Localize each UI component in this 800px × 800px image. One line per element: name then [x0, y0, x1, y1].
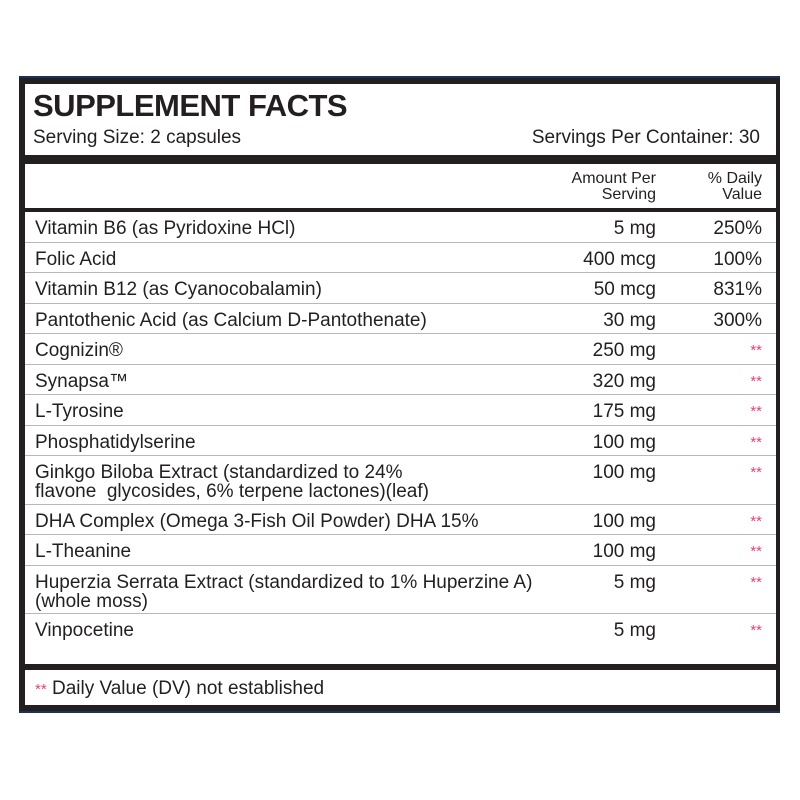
daily-value: ** [750, 512, 762, 530]
table-row: DHA Complex (Omega 3-Fish Oil Powder) DH… [25, 505, 776, 535]
table-row: Phosphatidylserine 100 mg ** [25, 426, 776, 456]
divider-footer [25, 664, 776, 670]
nutrient-name: Phosphatidylserine [35, 431, 196, 453]
daily-value: ** [750, 543, 762, 560]
daily-value: ** [750, 464, 762, 481]
amount-per-serving: 5 mg [613, 620, 656, 641]
daily-value-header: % Daily Value [707, 170, 762, 203]
nutrient-name: DHA Complex (Omega 3-Fish Oil Powder) DH… [35, 510, 479, 532]
nutrient-name: L-Theanine [35, 541, 132, 562]
nutrient-name: Pantothenic Acid (as Calcium D-Pantothen… [35, 309, 427, 331]
label-body: SUPPLEMENT FACTS Serving Size: 2 capsule… [25, 84, 776, 705]
amount-per-serving: 320 mg [592, 370, 656, 392]
table-row: Vitamin B6 (as Pyridoxine HCl) 5 mg 250% [25, 212, 776, 243]
table-row: L-Theanine 100 mg ** [25, 535, 776, 566]
daily-value: 831% [713, 279, 762, 300]
amount-per-serving: 250 mg [592, 340, 656, 361]
nutrient-name: Vitamin B12 (as Cyanocobalamin) [35, 279, 322, 300]
amount-per-serving: 100 mg [592, 462, 656, 483]
divider-thick [25, 155, 776, 164]
label-title: SUPPLEMENT FACTS [33, 88, 348, 123]
nutrient-name: Vinpocetine [35, 620, 134, 641]
divider-header [25, 208, 776, 212]
daily-value: ** [750, 622, 762, 639]
amount-per-serving: 100 mg [592, 431, 656, 453]
nutrient-name: Synapsa™ [35, 370, 128, 392]
daily-value: ** [750, 342, 762, 359]
amount-per-serving: 5 mg [613, 218, 656, 239]
amount-per-serving: 100 mg [592, 510, 656, 532]
nutrient-name: Ginkgo Biloba Extract (standardized to 2… [35, 462, 429, 502]
table-row: Ginkgo Biloba Extract (standardized to 2… [25, 456, 776, 505]
amount-per-serving: 5 mg [613, 571, 656, 593]
table-row: Folic Acid 400 mcg 100% [25, 243, 776, 273]
footnote: ** Daily Value (DV) not established [35, 678, 325, 699]
nutrient-name: Huperzia Serrata Extract (standardized t… [35, 571, 533, 612]
daily-value: 250% [713, 218, 762, 239]
nutrient-table: Vitamin B6 (as Pyridoxine HCl) 5 mg 250% Fo… [25, 212, 776, 644]
amount-per-serving: 400 mcg [583, 248, 656, 270]
daily-value: ** [750, 372, 762, 390]
table-row: L-Tyrosine 175 mg ** [25, 395, 776, 426]
amount-per-serving: 30 mg [603, 309, 656, 331]
daily-value: 300% [713, 309, 762, 331]
table-row: Cognizin® 250 mg ** [25, 334, 776, 365]
daily-value: ** [750, 573, 762, 591]
table-row: Pantothenic Acid (as Calcium D-Pantothen… [25, 304, 776, 334]
daily-value: ** [750, 433, 762, 451]
nutrient-name: Folic Acid [35, 248, 117, 270]
daily-value: 100% [713, 248, 762, 270]
table-row: Synapsa™ 320 mg ** [25, 365, 776, 395]
amount-per-serving: 100 mg [592, 541, 656, 562]
table-row: Vinpocetine 5 mg ** [25, 614, 776, 644]
nutrient-name: Cognizin® [35, 340, 123, 361]
table-row: Vitamin B12 (as Cyanocobalamin) 50 mcg 831… [25, 273, 776, 304]
daily-value: ** [750, 403, 762, 420]
nutrient-name: L-Tyrosine [35, 401, 124, 422]
table-row: Huperzia Serrata Extract (standardized t… [25, 566, 776, 614]
servings-per-container: Servings Per Container: 30 [531, 127, 760, 148]
serving-size: Serving Size: 2 capsules [33, 127, 242, 148]
nutrient-name: Vitamin B6 (as Pyridoxine HCl) [35, 218, 296, 239]
amount-header: Amount Per Serving [571, 170, 656, 203]
amount-per-serving: 175 mg [592, 401, 656, 422]
amount-per-serving: 50 mcg [593, 279, 656, 300]
